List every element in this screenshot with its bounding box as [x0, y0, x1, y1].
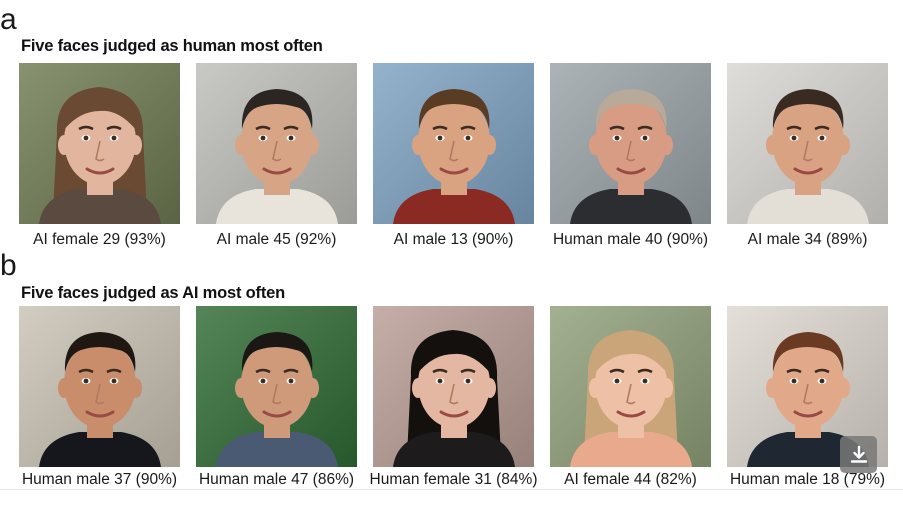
- download-icon: [850, 445, 867, 463]
- face-photo: [196, 63, 357, 224]
- face-caption: Human male 18 (79%): [729, 471, 886, 488]
- face-caption: AI male 45 (92%): [216, 231, 337, 248]
- face-photo: [19, 63, 180, 224]
- panel-b-letter: b: [0, 249, 17, 282]
- face-photo: [373, 63, 534, 224]
- face-caption: Human female 31 (84%): [369, 471, 538, 488]
- face-photo: [196, 306, 357, 467]
- bottom-divider: [0, 489, 903, 490]
- face-caption: Human male 37 (90%): [21, 471, 178, 488]
- face-caption: AI male 13 (90%): [393, 231, 514, 248]
- panel-b-title: Five faces judged as AI most often: [21, 284, 285, 302]
- download-button[interactable]: [840, 436, 877, 473]
- face-photo: [19, 306, 180, 467]
- face-caption: AI male 34 (89%): [747, 231, 868, 248]
- face-caption: Human male 47 (86%): [198, 471, 355, 488]
- face-photo: [550, 63, 711, 224]
- face-photo: [727, 63, 888, 224]
- face-caption: AI female 44 (82%): [564, 471, 697, 488]
- panel-a-letter: a: [0, 3, 17, 36]
- face-photo: [373, 306, 534, 467]
- face-photo: [550, 306, 711, 467]
- panel-a-title: Five faces judged as human most often: [21, 37, 323, 55]
- face-caption: Human male 40 (90%): [552, 231, 709, 248]
- face-caption: AI female 29 (93%): [33, 231, 166, 248]
